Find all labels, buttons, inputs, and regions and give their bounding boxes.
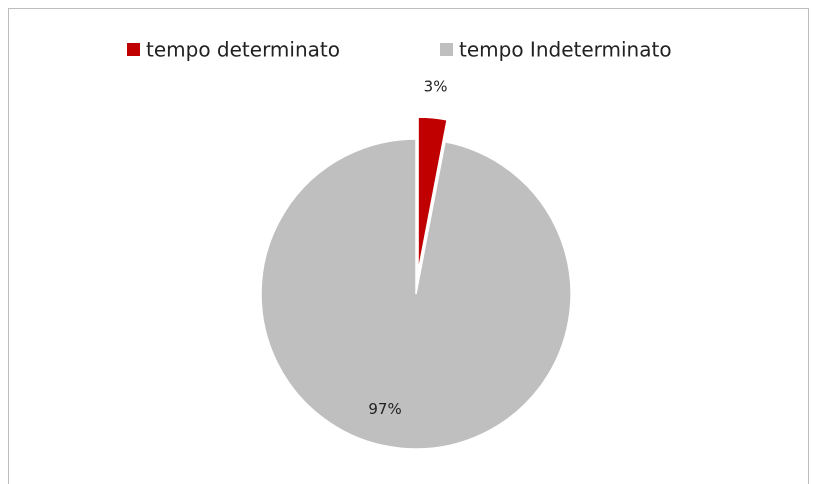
legend-swatch (127, 43, 140, 56)
legend-label: tempo Indeterminato (459, 38, 672, 62)
data-label: 3% (424, 77, 448, 95)
chart-frame (8, 8, 809, 484)
data-label: 97% (368, 400, 401, 418)
pie-slice (417, 116, 448, 273)
legend-swatch (440, 43, 453, 56)
legend-label: tempo determinato (146, 38, 340, 62)
pie-slice (260, 138, 572, 450)
